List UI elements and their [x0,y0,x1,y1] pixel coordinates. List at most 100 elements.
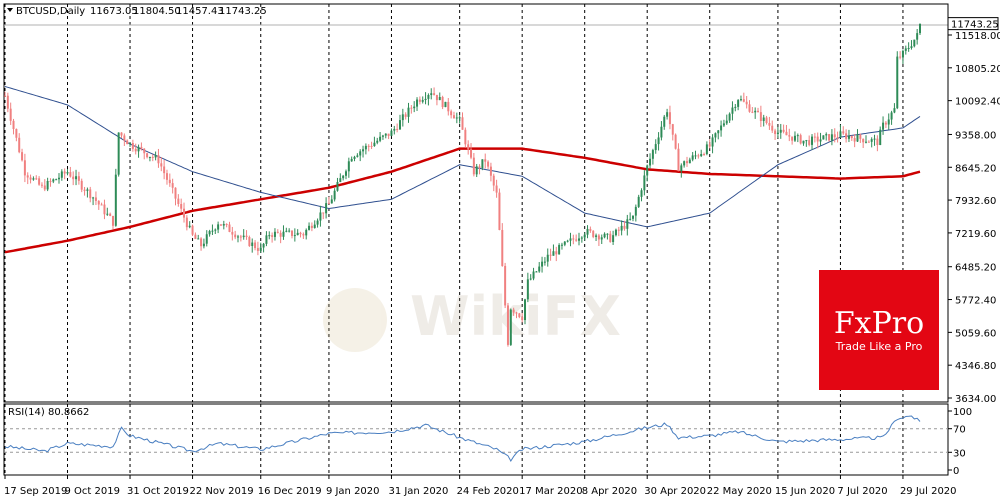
candle-body [876,138,879,146]
candle-body [120,132,123,136]
candle-body [310,225,313,228]
candle-body [694,155,697,157]
candle-body [592,230,595,237]
time-tick-label: 9 Oct 2019 [65,486,120,497]
candle-body [688,159,691,164]
candle-body [325,203,328,214]
candle-body [728,113,731,121]
candle-body [734,106,737,108]
candle-body [180,204,183,209]
candle-body [279,232,282,237]
rsi-levels [4,428,948,453]
candle-body [862,138,865,143]
price-tick-label: 11518.00 [955,31,1000,42]
candle-body [543,261,546,263]
candle-body [691,155,694,160]
candle-body [97,200,100,205]
candle-body [111,215,114,226]
candle-body [674,134,677,149]
candle-body [225,223,228,225]
candle-body [273,231,276,237]
candle-body [302,234,305,236]
candle-body [282,231,285,237]
candle-body [774,130,777,135]
candle-body [751,111,754,113]
candle-body [219,224,222,226]
price-tick-label: 6485.20 [955,263,996,274]
candle-body [492,175,495,186]
candle-body [865,141,868,143]
candle-body [194,234,197,239]
candle-body [350,158,353,162]
candle-body [171,183,174,188]
candle-body [342,175,345,179]
candle-body [660,126,663,138]
candle-body [327,203,330,205]
candle-body [793,135,796,141]
candle-body [188,225,191,228]
candle-body [336,182,339,191]
candle-body [856,134,859,142]
candle-body [589,228,592,231]
candle-body [623,225,626,229]
candle-body [384,133,387,136]
candle-body [845,133,848,139]
candle-body [211,230,214,232]
candle-body [884,122,887,125]
time-tick-label: 31 Oct 2019 [127,486,189,497]
candle-body [72,176,75,180]
candle-body [879,129,882,146]
price-tick-label: 10092.40 [955,97,1000,108]
candle-body [416,99,419,107]
candle-body [217,224,220,230]
candle-body [447,101,450,112]
candle-body [859,134,862,139]
candle-body [148,156,151,158]
candle-body [452,115,455,119]
candle-body [796,135,799,137]
candle-body [353,156,356,159]
candle-body [393,128,396,131]
time-tick-label: 9 Jan 2020 [326,486,380,497]
symbol-dropdown-icon[interactable] [7,8,13,12]
candle-body [680,165,683,172]
candle-body [830,134,833,141]
candle-body [882,122,885,130]
candle-body [501,229,504,266]
candle-body [867,141,870,143]
candle-body [66,172,69,174]
candle-body [612,235,615,242]
candle-body [703,153,706,155]
candle-body [597,235,600,240]
header-high: 11804.50 [133,6,181,17]
candle-body [649,158,652,166]
candle-body [506,305,509,345]
price-axis: 11518.00 10805.20 10092.40 9358.00 8645.20 79… [948,31,1000,405]
candle-body [626,219,629,229]
candle-body [15,128,18,138]
candle-body [629,218,632,220]
candle-body [103,204,106,215]
candle-body [143,148,146,154]
candle-body [60,171,63,178]
last-price-tag-text: 11743.25 [951,20,999,31]
candle-body [512,309,515,313]
candle-body [146,153,149,158]
candle-body [396,128,399,130]
candles-layer [4,23,921,347]
wikifx-watermark: WikiFX [323,285,621,352]
candle-body [663,116,666,127]
price-tick-label: 4346.80 [955,361,996,372]
header-low: 11457.43 [176,6,224,17]
candle-body [177,198,180,205]
candle-body [208,231,211,235]
time-tick-label: 17 Mar 2020 [519,486,582,497]
candle-body [904,48,907,51]
candle-body [330,199,333,204]
candle-body [671,124,674,135]
fxpro-logo-box [819,270,939,390]
candle-body [433,93,436,95]
candle-body [549,254,552,256]
candle-body [484,159,487,162]
candle-body [910,46,913,48]
